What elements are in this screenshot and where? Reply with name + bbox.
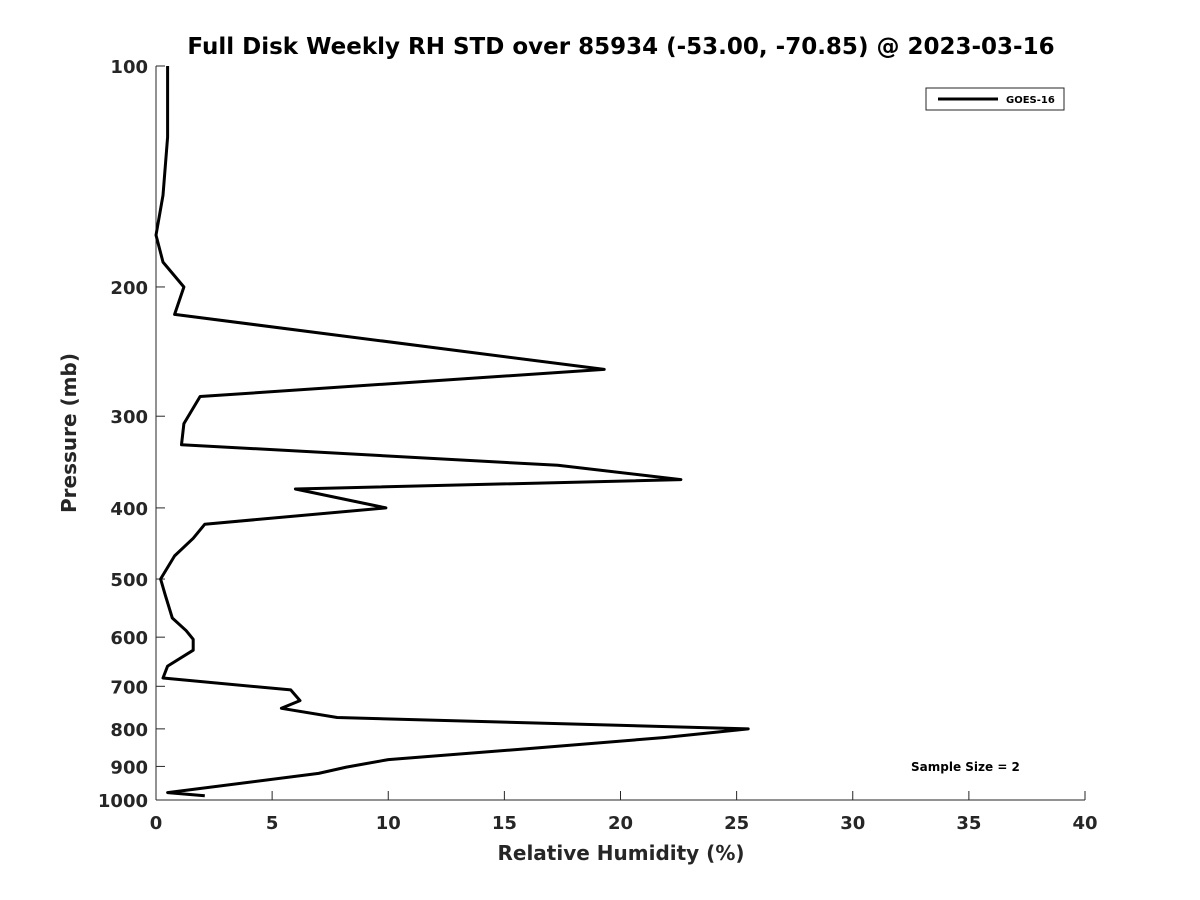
y-tick-label: 600 xyxy=(110,628,148,649)
y-tick-label: 1000 xyxy=(98,791,148,812)
y-axis-label: Pressure (mb) xyxy=(57,353,81,513)
x-tick-label: 30 xyxy=(840,813,865,834)
x-tick-label: 40 xyxy=(1072,813,1097,834)
y-tick-label: 900 xyxy=(110,757,148,778)
y-tick-label: 100 xyxy=(110,57,148,78)
x-tick-label: 0 xyxy=(150,813,163,834)
sample-size-annotation: Sample Size = 2 xyxy=(911,760,1020,774)
x-axis-label: Relative Humidity (%) xyxy=(497,841,744,865)
legend: GOES-16 xyxy=(925,87,1065,111)
y-tick-label: 200 xyxy=(110,278,148,299)
x-tick-label: 15 xyxy=(492,813,517,834)
chart-title: Full Disk Weekly RH STD over 85934 (-53.… xyxy=(187,34,1054,60)
y-tick-label: 500 xyxy=(110,570,148,591)
x-ticks: 0 5 10 15 20 25 30 35 40 xyxy=(150,791,1098,834)
y-tick-label: 400 xyxy=(110,499,148,520)
y-tick-label: 700 xyxy=(110,677,148,698)
x-tick-label: 35 xyxy=(956,813,981,834)
legend-label: GOES-16 xyxy=(1006,95,1055,106)
y-ticks: 100 200 300 400 500 600 700 800 900 1000 xyxy=(98,57,165,812)
x-tick-label: 20 xyxy=(608,813,633,834)
series-line-goes-16 xyxy=(154,66,750,798)
y-tick-label: 300 xyxy=(110,407,148,428)
x-tick-label: 5 xyxy=(266,813,279,834)
x-tick-label: 10 xyxy=(376,813,401,834)
x-tick-label: 25 xyxy=(724,813,749,834)
y-tick-label: 800 xyxy=(110,720,148,741)
